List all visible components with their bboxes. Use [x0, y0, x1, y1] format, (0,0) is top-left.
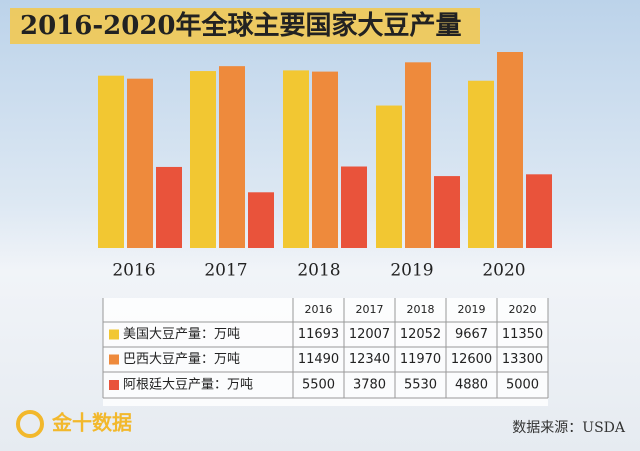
table-cell: 12600	[451, 352, 492, 367]
bar	[405, 62, 431, 248]
table-cell: 5000	[506, 378, 539, 393]
table-cell: 9667	[455, 327, 488, 342]
legend-label: 阿根廷大豆产量：万吨	[123, 378, 253, 393]
table-header: 2018	[407, 303, 435, 316]
title-band	[10, 8, 480, 44]
bar	[219, 66, 245, 248]
x-tick-label: 2017	[204, 261, 247, 281]
bar	[312, 71, 338, 248]
legend-label: 美国大豆产量：万吨	[123, 327, 240, 342]
legend-swatch	[109, 380, 119, 390]
table-header: 2019	[458, 303, 486, 316]
table-cell: 5500	[302, 378, 335, 393]
table-cell: 12052	[400, 327, 441, 342]
table-header: 2017	[356, 303, 384, 316]
bar	[497, 52, 523, 248]
logo: 金十数据	[51, 411, 132, 435]
source: 数据来源：USDA	[512, 420, 626, 436]
bar	[248, 192, 274, 248]
table-cell: 11490	[298, 352, 339, 367]
legend-swatch	[109, 329, 119, 340]
logo-icon	[16, 410, 44, 438]
table-header: 2020	[509, 303, 537, 316]
table-cell: 12007	[349, 327, 390, 342]
x-tick-label: 2018	[297, 261, 340, 281]
table-cell: 4880	[455, 378, 488, 393]
bar	[127, 78, 153, 249]
table-cell: 11350	[502, 327, 543, 342]
table-cell: 5530	[404, 378, 437, 393]
x-tick-label: 2019	[390, 261, 433, 281]
legend-swatch	[109, 354, 119, 365]
bar	[526, 174, 552, 248]
table-cell: 12340	[349, 352, 390, 367]
bar	[98, 75, 124, 249]
bar	[156, 166, 182, 248]
table-cell: 3780	[353, 378, 386, 393]
bar	[341, 166, 367, 248]
table-cell: 11970	[400, 352, 441, 367]
table-bg	[103, 298, 548, 406]
table-cell: 13300	[502, 352, 543, 367]
legend-label: 巴西大豆产量：万吨	[123, 352, 240, 367]
x-tick-label: 2020	[482, 261, 525, 281]
table-cell: 11693	[298, 327, 339, 342]
bar	[434, 176, 460, 248]
bar	[283, 70, 309, 249]
chart-title: 2016-2020年全球主要国家大豆产量	[20, 10, 462, 41]
bar	[190, 71, 216, 248]
bar	[468, 80, 494, 248]
x-tick-label: 2016	[112, 261, 155, 281]
table-header: 2016	[305, 303, 333, 316]
bar	[376, 105, 402, 249]
